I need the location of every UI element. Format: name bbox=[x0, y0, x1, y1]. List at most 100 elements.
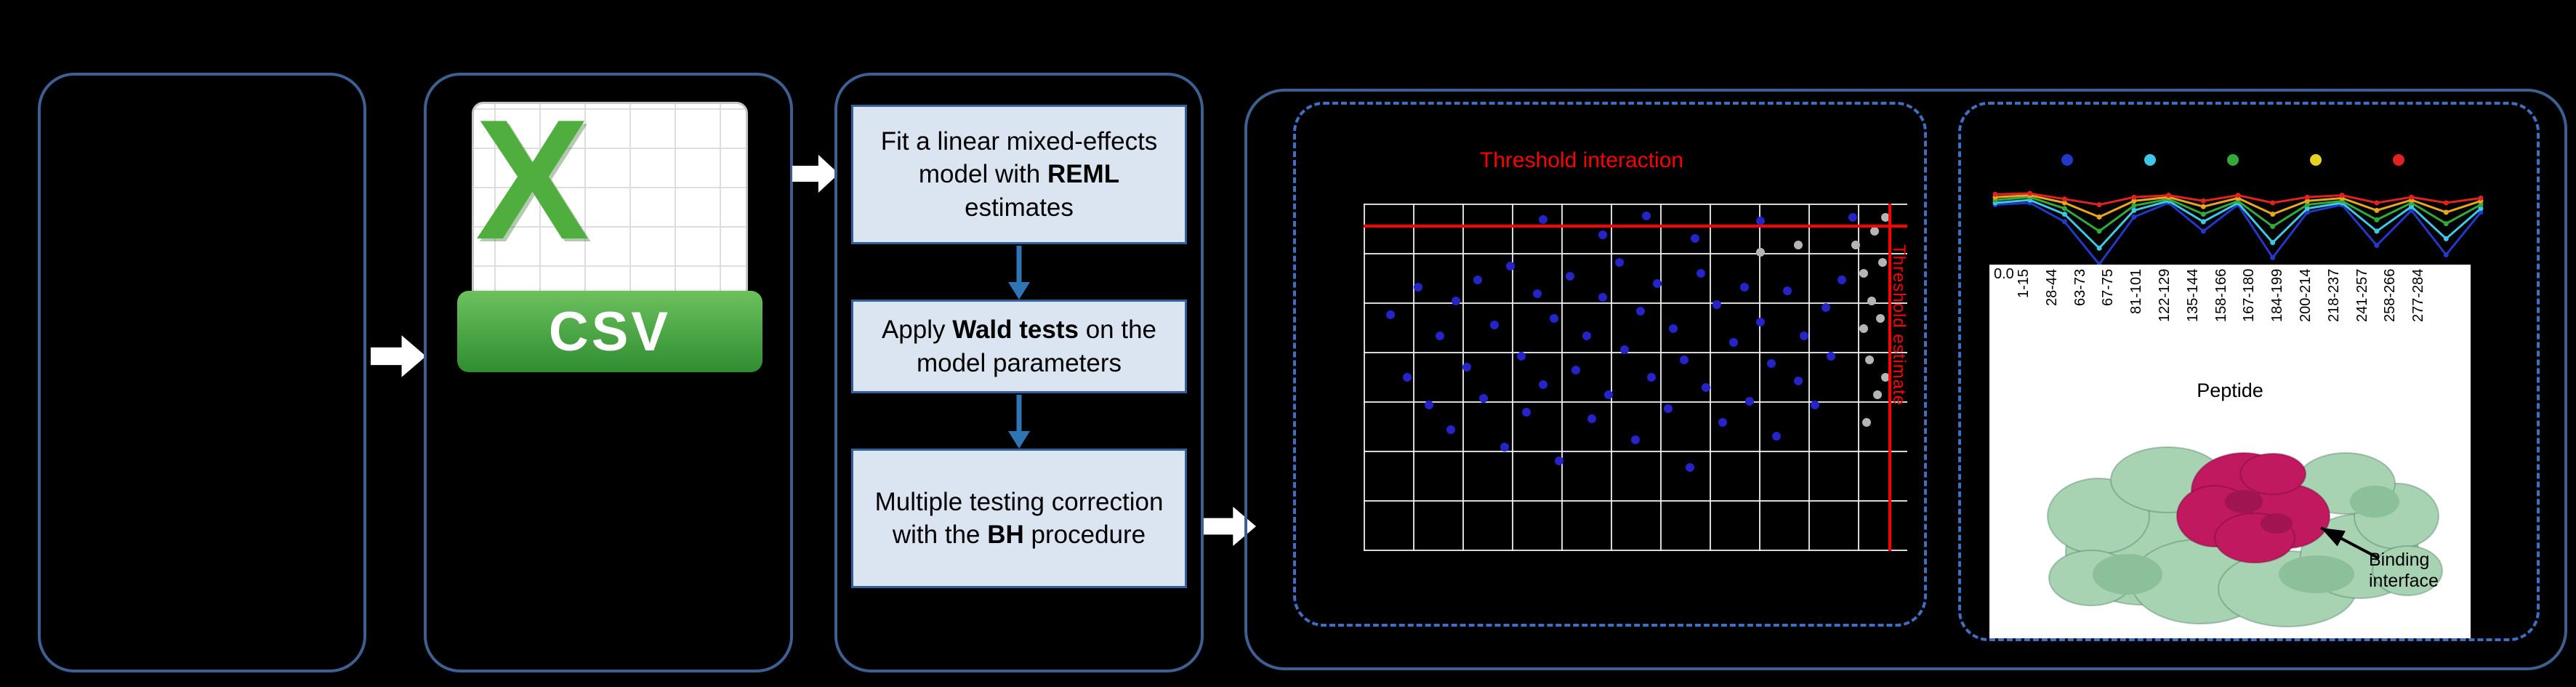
model-steps-panel: Fit a linear mixed-effects model with RE… bbox=[834, 73, 1204, 672]
peptide-panel: 0.0 1-15 28-44 63-73 67-75 81-101 122-129 135-… bbox=[1989, 265, 2471, 638]
uptake-series-point bbox=[2374, 207, 2380, 213]
scatter-point bbox=[1582, 331, 1591, 340]
threshold-interaction-label: Threshold interaction bbox=[1479, 148, 1684, 172]
peptide-tick-label: 122-129 bbox=[2156, 269, 2173, 323]
peptide-tick-label: 67-75 bbox=[2100, 269, 2117, 307]
scatter-point bbox=[1571, 366, 1580, 375]
scatter-point bbox=[1745, 397, 1755, 406]
scatter-point bbox=[1652, 278, 1662, 288]
scatter-point bbox=[1587, 414, 1597, 424]
scatter-point bbox=[1386, 310, 1396, 319]
excel-x-letter: X bbox=[475, 84, 589, 275]
uptake-series-point bbox=[2027, 190, 2033, 196]
binding-interface-shading bbox=[2225, 490, 2293, 534]
results-panel bbox=[1244, 89, 2567, 670]
protein-structure bbox=[2047, 446, 2443, 627]
scatter-point bbox=[1473, 276, 1483, 285]
uptake-series-point bbox=[2339, 193, 2345, 198]
legend-dot bbox=[2393, 154, 2404, 166]
scatter-point bbox=[1435, 331, 1444, 340]
csv-panel: X CSV bbox=[424, 73, 793, 672]
step-fit-model: Fit a linear mixed-effects model with RE… bbox=[851, 105, 1187, 244]
binding-interface-label: Binding interface bbox=[2369, 550, 2439, 591]
scatter-point bbox=[1533, 289, 1542, 299]
scatter-point bbox=[1620, 345, 1630, 354]
legend-dot bbox=[2310, 154, 2322, 166]
down-arrow-2 bbox=[1005, 393, 1034, 449]
uptake-series-point bbox=[2131, 203, 2137, 209]
uptake-series-point bbox=[2374, 243, 2380, 248]
scatter-point bbox=[1516, 352, 1526, 361]
peptide-axis-labels: 1-15 28-44 63-73 67-75 81-101 122-129 135-144 1… bbox=[2016, 269, 2439, 377]
scatter-point bbox=[1712, 300, 1722, 309]
scatter-point bbox=[1827, 352, 1836, 361]
uptake-series-point bbox=[2096, 228, 2102, 234]
flow-arrow-1 bbox=[371, 335, 426, 377]
scatter-point bbox=[1851, 241, 1860, 250]
scatter-point bbox=[1810, 401, 1819, 410]
scatter-point bbox=[1446, 425, 1455, 434]
scatter-point bbox=[1647, 373, 1657, 382]
scatter-point bbox=[1783, 286, 1792, 295]
flow-arrow-2 bbox=[792, 154, 839, 193]
scatter-point bbox=[1402, 373, 1412, 382]
uptake-series-point bbox=[2270, 240, 2276, 246]
uptake-series-point bbox=[2200, 212, 2206, 217]
scatter-point bbox=[1462, 362, 1472, 371]
scatter-point bbox=[1555, 456, 1564, 465]
input-data-panel bbox=[38, 73, 366, 672]
uptake-series-point bbox=[2304, 194, 2310, 200]
uptake-series-point bbox=[2443, 252, 2449, 257]
scatter-point bbox=[1538, 214, 1547, 224]
uptake-series-point bbox=[2061, 212, 2067, 217]
peptide-tick-label: 28-44 bbox=[2043, 269, 2060, 307]
scatter-point bbox=[1799, 331, 1808, 340]
legend-dot bbox=[2061, 154, 2073, 166]
scatter-point bbox=[1489, 321, 1499, 330]
epitope-result-panel bbox=[1958, 102, 2540, 641]
scatter-point bbox=[1500, 442, 1510, 451]
scatter-point bbox=[1413, 282, 1422, 292]
scatter-point bbox=[1794, 376, 1803, 385]
threshold-interaction-line bbox=[1364, 224, 1907, 228]
csv-banner: CSV bbox=[457, 291, 762, 372]
scatter-point bbox=[1538, 379, 1547, 389]
scatter-point bbox=[1756, 247, 1766, 257]
uptake-series-point bbox=[2200, 198, 2206, 204]
uptake-series-point bbox=[2374, 200, 2380, 206]
uptake-series-point bbox=[2061, 196, 2067, 202]
spreadsheet-page: X bbox=[472, 94, 748, 347]
scatter-point bbox=[1878, 258, 1888, 268]
scatter-point bbox=[1859, 268, 1869, 278]
scatter-point bbox=[1861, 418, 1871, 427]
legend-dot bbox=[2227, 154, 2239, 166]
csv-label: CSV bbox=[548, 300, 672, 363]
uptake-series-point bbox=[2409, 194, 2415, 200]
uptake-series-point bbox=[2131, 198, 2137, 204]
uptake-series-point bbox=[2131, 214, 2137, 220]
scatter-point bbox=[1549, 313, 1558, 323]
peptide-tick-label: 135-144 bbox=[2184, 269, 2201, 323]
scatter-point bbox=[1636, 307, 1646, 316]
step-text: Fit a linear mixed-effects model with RE… bbox=[880, 126, 1158, 222]
scatter-point bbox=[1848, 213, 1858, 222]
uptake-series-point bbox=[2270, 224, 2276, 229]
peptide-tick-label: 63-73 bbox=[2072, 269, 2088, 307]
scatter-point bbox=[1424, 401, 1433, 410]
uptake-series-point bbox=[2443, 200, 2449, 206]
uptake-series-point bbox=[2270, 212, 2276, 217]
scatter-point bbox=[1691, 233, 1700, 243]
uptake-series-point bbox=[2374, 228, 2380, 234]
peptide-tick-label: 1-15 bbox=[2016, 269, 2032, 299]
uptake-series-point bbox=[2478, 202, 2484, 208]
uptake-series-point bbox=[2409, 204, 2415, 209]
scatter-point bbox=[1870, 227, 1880, 236]
scatter-point bbox=[1772, 432, 1782, 441]
scatter-point bbox=[1598, 293, 1608, 302]
uptake-series-point bbox=[2131, 207, 2137, 213]
peptide-tick-label: 81-101 bbox=[2128, 269, 2145, 315]
peptide-tick-label: 200-214 bbox=[2297, 269, 2314, 323]
scatter-point bbox=[1739, 282, 1749, 292]
scatter-point bbox=[1838, 276, 1847, 285]
